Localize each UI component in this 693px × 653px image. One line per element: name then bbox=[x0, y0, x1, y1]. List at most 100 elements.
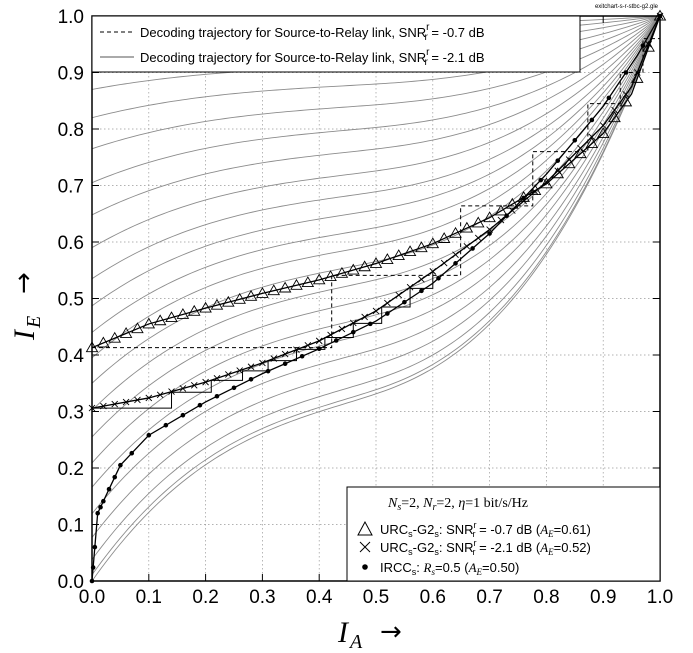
x-tick-label: 0.5 bbox=[363, 587, 389, 608]
y-tick-label: 0.0 bbox=[58, 572, 84, 593]
cross-marker bbox=[236, 367, 243, 374]
cross-marker bbox=[531, 188, 539, 195]
cross-marker bbox=[565, 156, 573, 163]
dot-marker bbox=[282, 361, 288, 367]
dot-marker bbox=[231, 385, 237, 391]
cross-marker bbox=[327, 331, 334, 339]
triangle-marker bbox=[278, 281, 292, 293]
triangle-marker bbox=[153, 314, 167, 326]
dot-marker bbox=[538, 177, 544, 183]
background-exit-curves bbox=[92, 16, 660, 581]
dot-marker bbox=[555, 158, 561, 163]
cross-marker bbox=[304, 341, 312, 349]
background-exit-curve bbox=[92, 16, 660, 184]
triangle-marker bbox=[176, 308, 190, 319]
triangle-marker bbox=[312, 273, 326, 285]
triangle-marker bbox=[108, 331, 122, 343]
dot-marker bbox=[265, 368, 271, 374]
triangle-marker bbox=[381, 253, 394, 264]
dot-marker bbox=[436, 275, 441, 281]
series-line bbox=[92, 16, 660, 349]
dot-marker bbox=[402, 299, 407, 305]
triangle-marker bbox=[335, 266, 349, 278]
svg-text:I: I bbox=[337, 616, 350, 649]
cross-marker bbox=[599, 122, 607, 129]
triangle-marker bbox=[460, 221, 474, 233]
background-exit-curve bbox=[92, 16, 660, 464]
background-exit-curve bbox=[92, 16, 660, 359]
cross-marker bbox=[281, 350, 289, 358]
cross-marker bbox=[611, 106, 618, 114]
y-tick-label: 0.3 bbox=[58, 403, 84, 424]
cross-marker bbox=[543, 178, 550, 186]
cross-marker bbox=[338, 325, 346, 333]
dot-marker bbox=[129, 450, 135, 456]
dot-marker bbox=[606, 95, 612, 101]
y-tick-label: 0.2 bbox=[58, 459, 84, 480]
dot-marker bbox=[214, 393, 220, 399]
x-tick-label: 0.0 bbox=[79, 587, 105, 608]
cross-marker bbox=[111, 400, 119, 408]
triangle-marker bbox=[267, 284, 281, 296]
y-tick-label: 0.8 bbox=[58, 120, 84, 141]
y-tick-label: 1.0 bbox=[58, 7, 84, 28]
dot-marker bbox=[106, 486, 112, 492]
triangle-marker bbox=[630, 71, 644, 83]
triangle-marker bbox=[562, 157, 576, 169]
triangle-marker bbox=[301, 276, 315, 288]
legend-cross-marker bbox=[359, 541, 371, 553]
dot-marker bbox=[333, 338, 339, 343]
cross-marker bbox=[202, 378, 209, 386]
triangle-marker bbox=[290, 278, 303, 290]
triangle-marker bbox=[437, 232, 451, 243]
x-tick-label: 1.0 bbox=[647, 587, 673, 608]
y-tick-label: 0.9 bbox=[58, 64, 84, 85]
triangle-marker bbox=[596, 127, 610, 138]
triangle-marker bbox=[165, 311, 178, 323]
background-exit-curve bbox=[92, 16, 660, 411]
dot-marker bbox=[385, 311, 390, 316]
cross-marker bbox=[418, 275, 425, 283]
triangle-marker bbox=[483, 211, 496, 223]
cross-marker bbox=[270, 355, 278, 362]
triangle-marker bbox=[619, 95, 633, 107]
dot-marker bbox=[623, 70, 629, 75]
cross-marker bbox=[622, 91, 630, 98]
svg-text:E: E bbox=[23, 316, 45, 329]
dot-marker bbox=[98, 504, 103, 510]
cross-marker bbox=[372, 307, 380, 315]
dot-marker bbox=[504, 213, 509, 219]
cross-marker bbox=[509, 207, 516, 214]
background-exit-curve bbox=[92, 16, 660, 515]
x-tick-label: 0.8 bbox=[533, 587, 559, 608]
dot-marker bbox=[521, 195, 526, 201]
triangle-marker bbox=[585, 137, 599, 149]
triangle-marker bbox=[324, 270, 337, 282]
x-tick-label: 0.9 bbox=[590, 587, 616, 608]
dot-marker bbox=[95, 510, 100, 516]
y-tick-label: 0.1 bbox=[58, 516, 84, 537]
dot-marker bbox=[640, 43, 646, 48]
legend-entry-triangle: URCs-G2s: SNRr r = -0.7 dB (AE=0.61) bbox=[380, 520, 591, 539]
background-exit-curve bbox=[92, 16, 660, 581]
series-line bbox=[92, 16, 660, 409]
triangle-marker bbox=[199, 301, 212, 313]
cross-marker bbox=[315, 337, 323, 345]
cross-marker bbox=[497, 216, 505, 224]
x-axis-label: I A → bbox=[337, 616, 402, 653]
cross-marker bbox=[588, 133, 596, 141]
cross-marker bbox=[429, 268, 437, 275]
triangle-marker bbox=[471, 216, 485, 228]
triangle-marker bbox=[449, 226, 462, 238]
cross-marker bbox=[293, 346, 300, 354]
triangle-marker bbox=[358, 260, 371, 272]
dot-marker bbox=[180, 412, 186, 418]
triangle-marker bbox=[506, 197, 519, 209]
cross-marker bbox=[384, 299, 391, 307]
legend-dot-marker bbox=[362, 564, 368, 570]
cross-marker bbox=[463, 242, 471, 250]
dot-marker bbox=[299, 353, 305, 359]
triangle-marker bbox=[540, 177, 553, 189]
triangle-marker bbox=[97, 336, 110, 348]
cross-marker bbox=[225, 371, 232, 378]
